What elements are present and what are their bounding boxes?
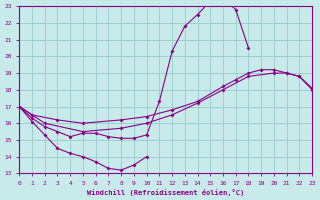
X-axis label: Windchill (Refroidissement éolien,°C): Windchill (Refroidissement éolien,°C) xyxy=(87,189,244,196)
